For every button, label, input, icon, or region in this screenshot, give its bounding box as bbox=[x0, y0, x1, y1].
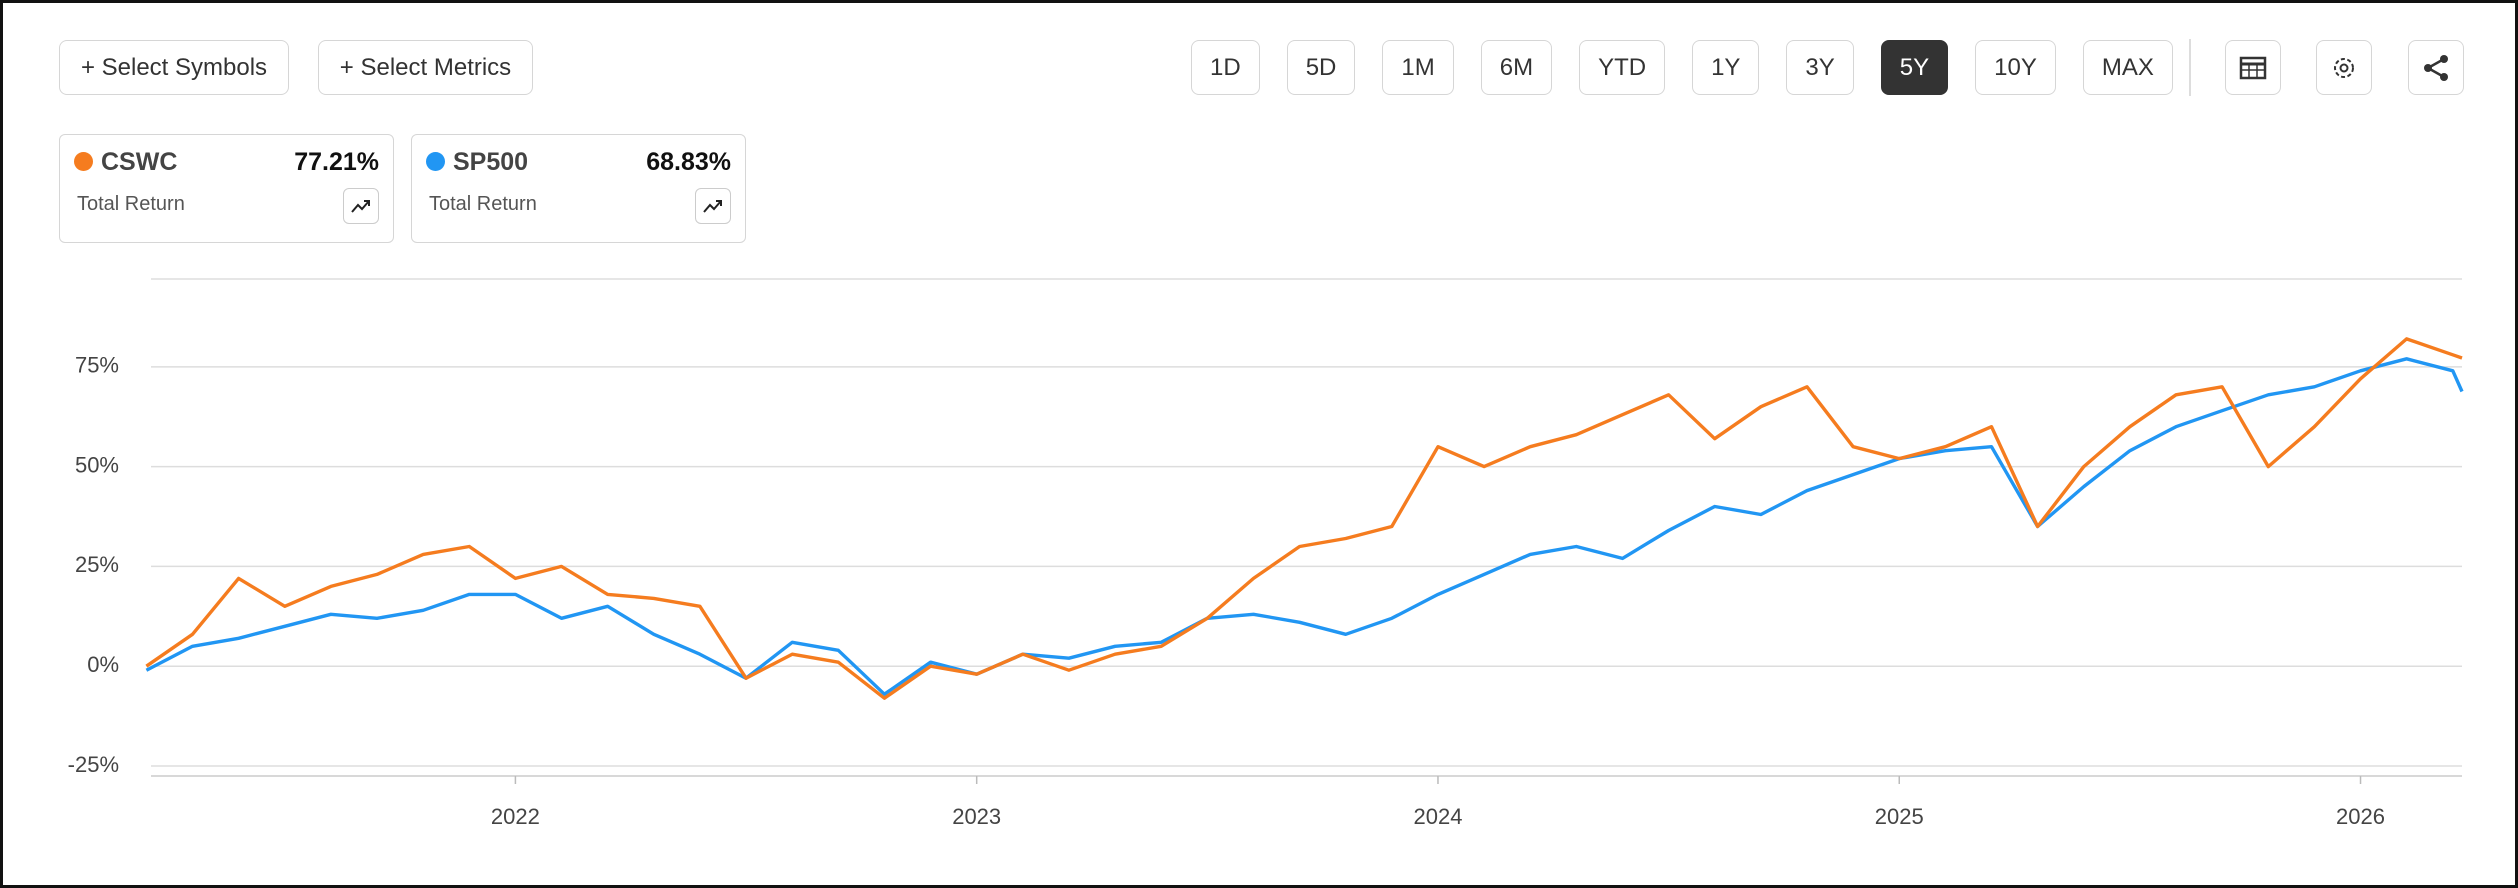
table-button[interactable] bbox=[2225, 40, 2281, 95]
y-tick-label: 50% bbox=[75, 452, 119, 477]
legend-card: SP500 68.83% Total Return bbox=[411, 134, 746, 243]
legend-name: SP500 bbox=[453, 148, 529, 176]
range-button[interactable]: 1Y bbox=[1692, 40, 1760, 95]
select-symbols-button[interactable]: + Select Symbols bbox=[59, 40, 289, 95]
range-button[interactable]: 1D bbox=[1191, 40, 1260, 95]
x-tick-label: 2026 bbox=[2336, 804, 2385, 829]
range-selector: 1D 5D 1M 6M YTD 1Y 3Y 5Y 10Y MAX bbox=[1191, 40, 2173, 95]
series-line bbox=[145, 357, 2464, 696]
x-tick-label: 2022 bbox=[491, 804, 540, 829]
trend-button[interactable] bbox=[695, 188, 731, 224]
trend-icon bbox=[351, 200, 370, 213]
y-tick-label: 75% bbox=[75, 353, 119, 378]
x-tick-label: 2025 bbox=[1875, 804, 1924, 829]
y-tick-label: 0% bbox=[87, 652, 119, 677]
range-button[interactable]: 5Y bbox=[1880, 40, 1949, 95]
share-button[interactable] bbox=[2408, 40, 2464, 95]
select-metrics-button[interactable]: + Select Metrics bbox=[318, 40, 533, 95]
total-return-value: 77.21% bbox=[294, 148, 379, 176]
legend-name: CSWC bbox=[101, 148, 178, 176]
legend-marker bbox=[74, 152, 93, 171]
legend-marker bbox=[426, 152, 445, 171]
divider bbox=[2189, 39, 2191, 96]
share-icon bbox=[2424, 54, 2448, 81]
range-button[interactable]: YTD bbox=[1579, 40, 1666, 95]
range-button[interactable]: 10Y bbox=[1975, 40, 2056, 95]
range-button[interactable]: 1M bbox=[1382, 40, 1454, 95]
range-button[interactable]: 3Y bbox=[1786, 40, 1854, 95]
metric-label: Total Return bbox=[77, 193, 185, 215]
y-tick-label: -25% bbox=[68, 752, 119, 777]
legend-card: CSWC 77.21% Total Return bbox=[59, 134, 394, 243]
x-tick-label: 2024 bbox=[1413, 804, 1462, 829]
settings-button[interactable] bbox=[2316, 40, 2372, 95]
range-button[interactable]: 6M bbox=[1480, 40, 1553, 95]
range-button[interactable]: 5D bbox=[1286, 40, 1356, 95]
trend-button[interactable] bbox=[343, 188, 379, 224]
table-icon bbox=[2239, 56, 2267, 79]
y-tick-label: 25% bbox=[75, 552, 119, 577]
total-return-value: 68.83% bbox=[646, 148, 731, 176]
range-button[interactable]: MAX bbox=[2082, 40, 2173, 95]
trend-icon bbox=[703, 200, 722, 213]
x-tick-label: 2023 bbox=[952, 804, 1001, 829]
series-line bbox=[145, 337, 2463, 700]
settings-icon bbox=[2334, 57, 2354, 78]
metric-label: Total Return bbox=[429, 193, 537, 215]
